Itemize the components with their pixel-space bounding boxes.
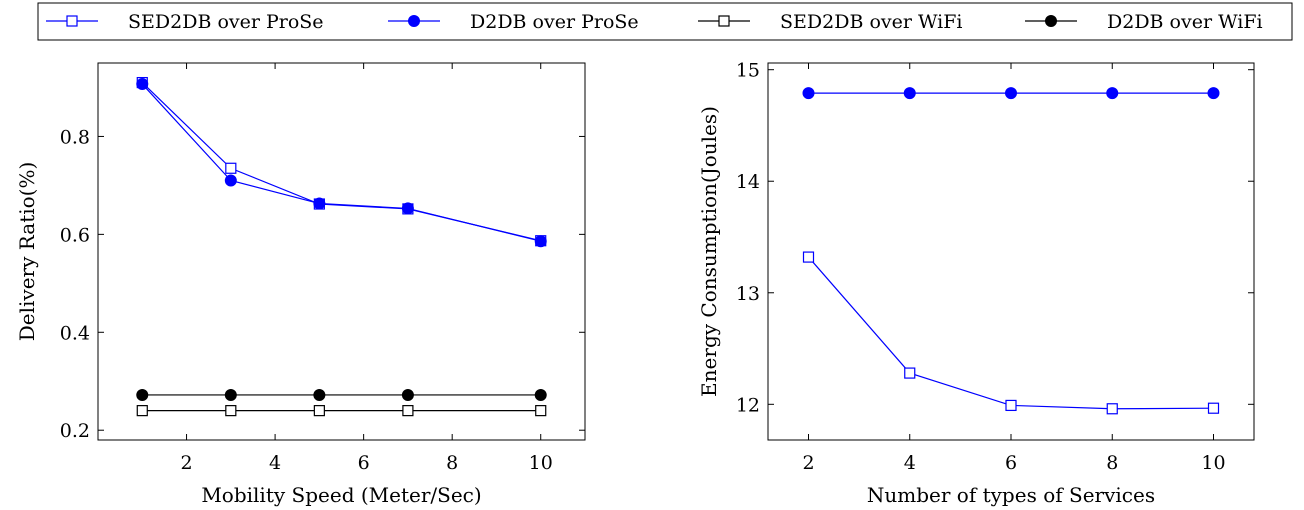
x-tick-label: 6 [358, 452, 370, 474]
legend: SED2DB over ProSe D2DB over ProSe SED2DB o… [37, 2, 1293, 41]
legend-entry: D2DB over ProSe [388, 11, 639, 33]
legend-label: D2DB over ProSe [470, 11, 639, 33]
data-point [1106, 403, 1118, 415]
x-tick-label: 4 [269, 452, 281, 474]
legend-label: SED2DB over WiFi [780, 11, 963, 33]
y-tick-label: 13 [736, 283, 760, 305]
data-point [313, 197, 326, 210]
data-point [535, 405, 547, 417]
data-point [1005, 399, 1017, 412]
data-point [904, 367, 916, 379]
data-point [224, 174, 237, 187]
legend-entry: SED2DB over ProSe [46, 11, 324, 33]
y-tick-label: 0.2 [60, 420, 90, 442]
series-d2db-over-prose [802, 87, 1220, 100]
x-tick-label: 4 [904, 452, 916, 474]
x-tick-label: 2 [802, 452, 814, 474]
y-tick-label: 12 [736, 394, 760, 416]
legend-marker [718, 15, 730, 27]
data-point [534, 388, 547, 401]
data-point [136, 78, 149, 91]
series-sed2db-over-prose [136, 76, 547, 247]
data-point [225, 405, 237, 417]
data-point [136, 405, 148, 417]
data-point [903, 87, 916, 100]
plot-frame [97, 62, 586, 441]
data-point [534, 235, 547, 248]
delivery-ratio-chart: 2 4 6 8 10 0.2 0.4 0.6 0.8 Mobility Speed (Meter/… [15, 62, 586, 507]
data-point [1207, 402, 1220, 414]
legend-frame [37, 2, 1293, 41]
y-tick-label: 0.8 [60, 126, 90, 148]
x-tick-label: 10 [1201, 452, 1225, 474]
y-tick-label: 15 [736, 60, 760, 82]
series-line [141, 83, 541, 242]
data-point [1005, 87, 1017, 100]
series-d2db-over-wifi [136, 388, 547, 401]
series-line [141, 82, 541, 242]
legend-label: D2DB over WiFi [1107, 11, 1263, 33]
legend-entry: SED2DB over WiFi [698, 11, 963, 33]
plot-frame [767, 62, 1255, 441]
x-tick-label: 8 [1106, 452, 1118, 474]
data-point [313, 405, 325, 417]
y-axis-label: Delivery Ratio(%) [15, 162, 39, 342]
data-point [1207, 87, 1220, 100]
x-axis-label: Mobility Speed (Meter/Sec) [201, 483, 481, 507]
x-tick-label: 6 [1005, 452, 1017, 474]
data-point [136, 388, 149, 401]
series-d2db-over-prose [136, 78, 547, 248]
data-point [802, 87, 815, 100]
legend-entry: D2DB over WiFi [1025, 11, 1263, 33]
energy-consumption-chart: 2 4 6 8 10 12 13 14 15 Number of types of Service… [697, 60, 1255, 507]
data-point [225, 162, 237, 174]
y-axis-label: Energy Consumption(Joules) [697, 106, 721, 397]
data-point [802, 251, 815, 263]
legend-marker [408, 15, 420, 27]
x-tick-label: 8 [446, 452, 458, 474]
y-tick-label: 14 [736, 171, 760, 193]
y-tick-label: 0.4 [60, 322, 90, 344]
data-point [224, 388, 237, 401]
x-tick-label: 10 [529, 452, 553, 474]
data-point [401, 388, 414, 401]
legend-marker [66, 15, 78, 27]
legend-marker [1045, 15, 1057, 27]
data-point [1106, 87, 1119, 100]
series-line [808, 256, 1214, 410]
series-sed2db-over-prose [802, 251, 1220, 415]
x-tick-label: 2 [180, 452, 192, 474]
data-point [401, 202, 414, 215]
series-sed2db-over-wifi [136, 405, 547, 417]
data-point [313, 388, 326, 401]
x-axis-label: Number of types of Services [867, 483, 1155, 507]
data-point [402, 405, 414, 417]
legend-label: SED2DB over ProSe [128, 11, 324, 33]
y-tick-label: 0.6 [60, 224, 90, 246]
